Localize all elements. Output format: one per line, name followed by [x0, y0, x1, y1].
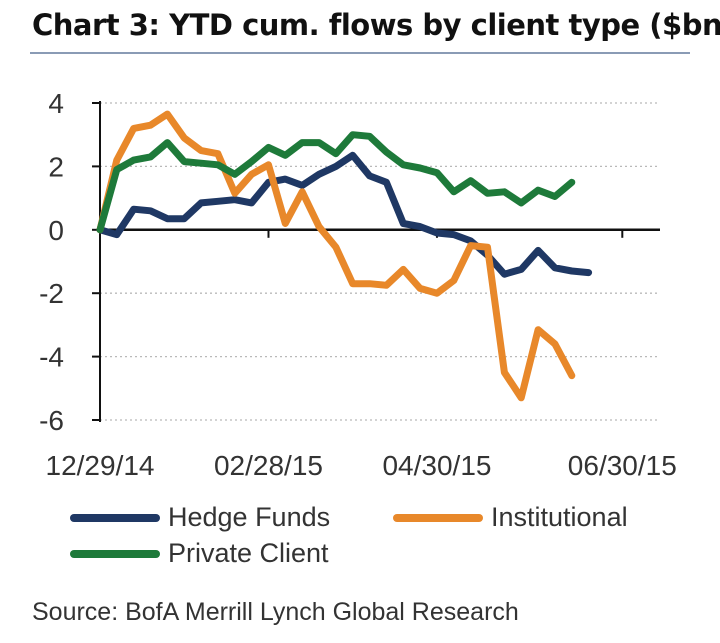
x-tick-label-0: 12/29/14 — [46, 450, 155, 481]
legend-label-institutional: Institutional — [491, 502, 628, 532]
title-rule — [30, 52, 690, 54]
x-tick-label-1: 02/28/15 — [214, 450, 323, 481]
x-tick-label-3: 06/30/15 — [568, 450, 677, 481]
legend-item-hedge-funds: Hedge Funds — [70, 502, 330, 533]
y-tick-label-0: 4 — [48, 88, 64, 119]
y-tick-label-1: 2 — [48, 151, 64, 182]
y-tick-label-5: -6 — [39, 405, 64, 436]
series-line-institutional — [96, 110, 576, 402]
legend-label-private-client: Private Client — [168, 538, 329, 568]
x-tick-label-2: 04/30/15 — [382, 450, 491, 481]
legend-swatch-private-client — [70, 549, 160, 558]
source-note: Source: BofA Merrill Lynch Global Resear… — [32, 598, 519, 626]
legend-item-institutional: Institutional — [393, 502, 628, 533]
y-tick-label-2: 0 — [48, 215, 64, 246]
legend-item-private-client: Private Client — [70, 538, 329, 569]
series-line-hedge-funds — [96, 151, 593, 278]
y-tick-label-3: -2 — [39, 278, 64, 309]
chart-title: Chart 3: YTD cum. flows by client type (… — [32, 8, 720, 42]
legend-swatch-institutional — [393, 513, 483, 522]
y-tick-label-4: -4 — [39, 342, 64, 373]
series-line-private-client — [96, 131, 576, 234]
legend-label-hedge-funds: Hedge Funds — [168, 502, 331, 532]
legend-swatch-hedge-funds — [70, 513, 160, 522]
